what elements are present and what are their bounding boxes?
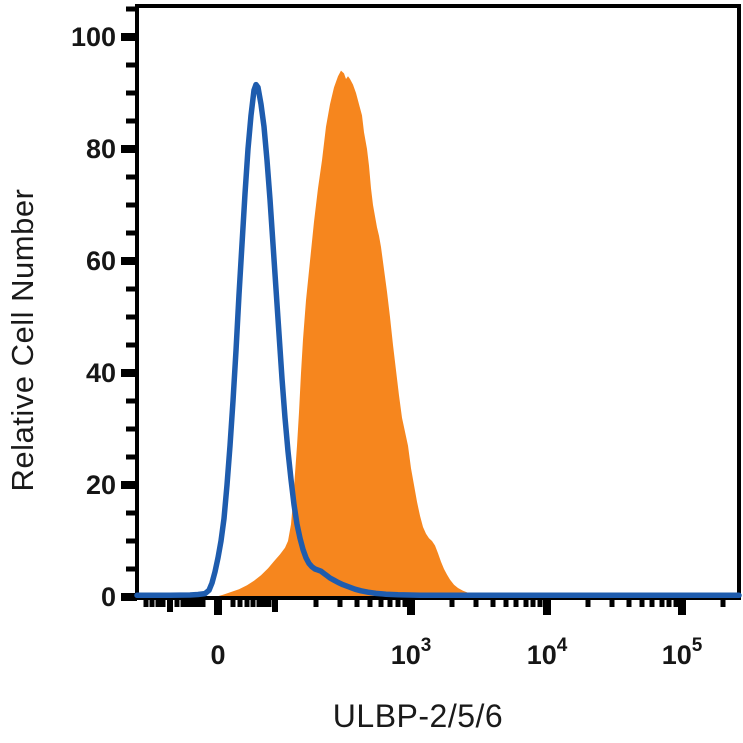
- y-minor-tick: [126, 398, 137, 404]
- x-medium-tick: [167, 598, 173, 612]
- y-major-tick: [121, 593, 137, 601]
- x-minor-tick: [237, 598, 243, 607]
- y-tick-label: 80: [86, 134, 116, 164]
- x-minor-tick: [473, 598, 479, 607]
- x-minor-tick: [200, 598, 206, 607]
- y-minor-tick: [126, 90, 137, 96]
- x-major-tick: [543, 598, 551, 615]
- x-minor-tick: [174, 598, 180, 607]
- x-minor-tick: [537, 598, 543, 607]
- x-minor-tick: [230, 598, 236, 607]
- x-minor-tick: [585, 598, 591, 607]
- x-minor-tick: [190, 598, 196, 607]
- x-minor-tick: [180, 598, 186, 607]
- y-minor-tick: [126, 566, 137, 572]
- y-minor-tick: [126, 6, 137, 12]
- y-minor-tick: [126, 314, 137, 320]
- y-tick-label: 40: [86, 358, 116, 388]
- x-minor-tick: [530, 598, 536, 607]
- y-major-tick: [121, 481, 137, 489]
- x-minor-tick: [609, 598, 615, 607]
- x-major-tick: [407, 598, 415, 615]
- x-tick-label: 103: [391, 635, 432, 670]
- x-minor-tick: [395, 598, 401, 607]
- x-minor-tick: [639, 598, 645, 607]
- y-tick-label: 100: [71, 22, 116, 52]
- x-minor-tick: [490, 598, 496, 607]
- x-minor-tick: [185, 598, 191, 607]
- x-axis-title: ULBP-2/5/6: [332, 698, 504, 734]
- y-minor-tick: [126, 62, 137, 68]
- x-tick-label: 105: [662, 635, 703, 670]
- x-minor-tick: [155, 598, 161, 607]
- x-minor-tick: [160, 598, 166, 607]
- x-minor-tick: [626, 598, 632, 607]
- y-minor-tick: [126, 286, 137, 292]
- open-histogram-curve: [134, 81, 742, 599]
- y-tick-label: 60: [86, 246, 116, 276]
- x-minor-tick: [367, 598, 373, 607]
- y-tick-label: 20: [86, 470, 116, 500]
- x-minor-tick: [659, 598, 665, 607]
- x-minor-tick: [195, 598, 201, 607]
- x-minor-tick: [313, 598, 319, 607]
- x-minor-tick: [354, 598, 360, 607]
- x-minor-tick: [266, 598, 272, 607]
- y-axis-title: Relative Cell Number: [5, 188, 40, 492]
- x-tick-label: 104: [527, 635, 568, 670]
- y-tick-label: 0: [101, 582, 116, 612]
- y-minor-tick: [126, 174, 137, 180]
- x-minor-tick: [250, 598, 256, 607]
- x-minor-tick: [337, 598, 343, 607]
- x-minor-tick: [256, 598, 262, 607]
- x-minor-tick: [387, 598, 393, 607]
- y-major-tick: [121, 257, 137, 265]
- y-minor-tick: [126, 202, 137, 208]
- x-minor-tick: [402, 598, 408, 607]
- x-minor-tick: [673, 598, 679, 607]
- x-minor-tick: [261, 598, 267, 607]
- y-major-tick: [121, 33, 137, 41]
- y-minor-tick: [126, 454, 137, 460]
- x-minor-tick: [503, 598, 509, 607]
- x-minor-tick: [666, 598, 672, 607]
- x-minor-tick: [449, 598, 455, 607]
- y-minor-tick: [126, 118, 137, 124]
- y-minor-tick: [126, 538, 137, 544]
- x-minor-tick: [244, 598, 250, 607]
- x-minor-tick: [649, 598, 655, 607]
- x-major-tick: [214, 598, 222, 615]
- x-minor-tick: [513, 598, 519, 607]
- x-tick-label: 0: [210, 640, 225, 670]
- x-medium-tick: [272, 598, 278, 612]
- y-minor-tick: [126, 426, 137, 432]
- y-minor-tick: [126, 510, 137, 516]
- y-minor-tick: [126, 230, 137, 236]
- filled-histogram-curve: [215, 70, 739, 598]
- x-minor-tick: [720, 598, 726, 607]
- y-major-tick: [121, 369, 137, 377]
- x-major-tick: [678, 598, 686, 615]
- x-minor-tick: [149, 598, 155, 607]
- x-minor-tick: [378, 598, 384, 607]
- x-minor-tick: [143, 598, 149, 607]
- y-major-tick: [121, 145, 137, 153]
- x-minor-tick: [523, 598, 529, 607]
- y-minor-tick: [126, 342, 137, 348]
